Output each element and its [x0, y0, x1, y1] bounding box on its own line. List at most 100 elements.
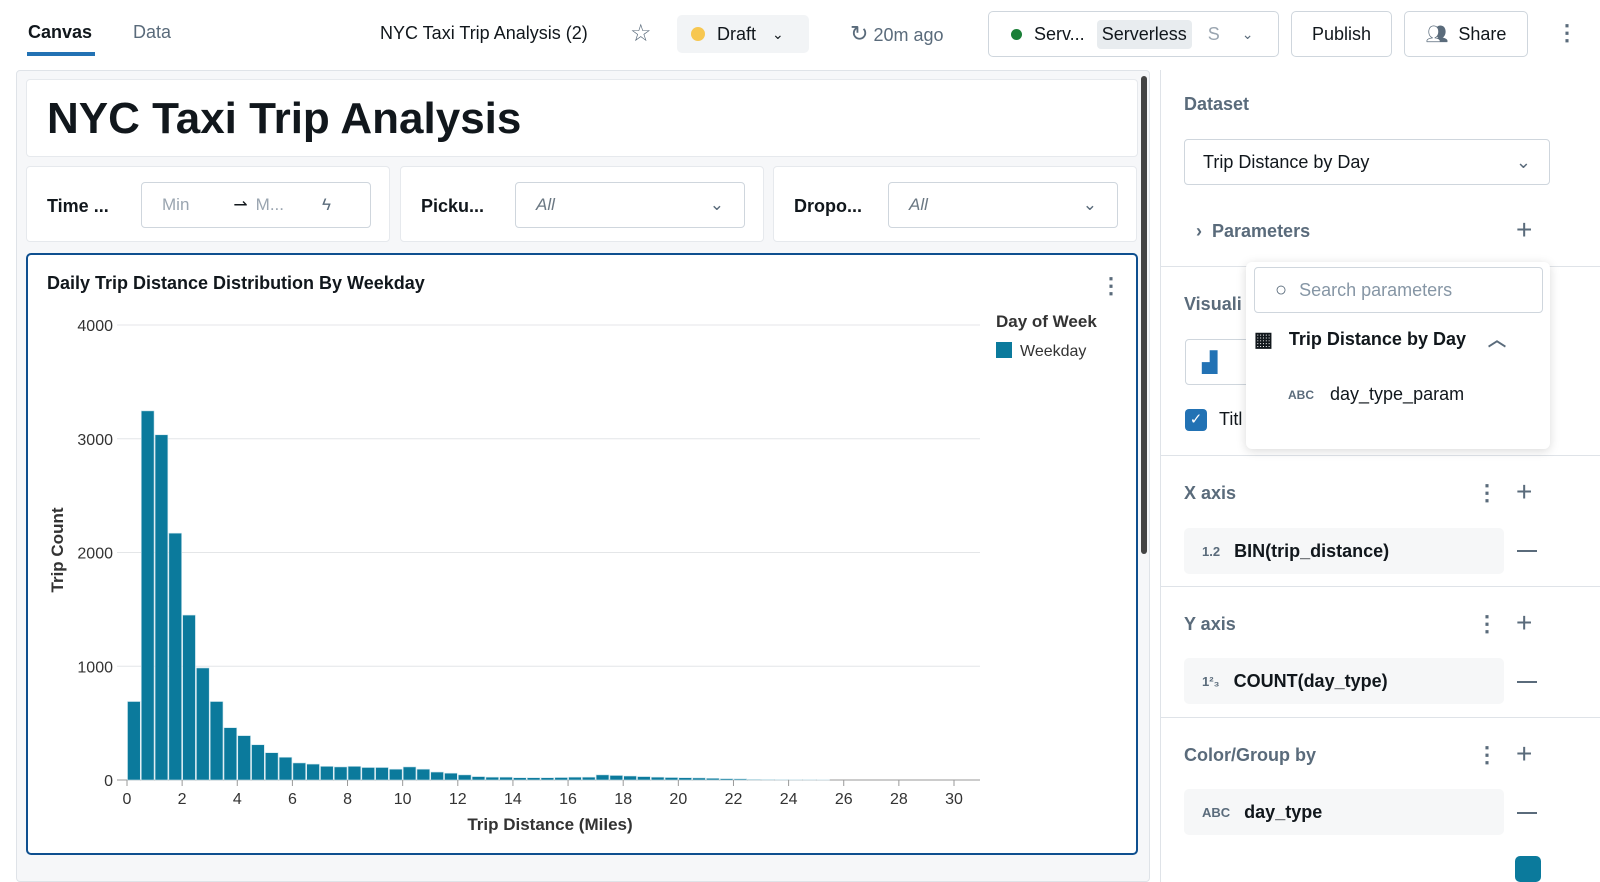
- compute-selector[interactable]: Serv... Serverless S ⌄: [988, 11, 1279, 57]
- histogram-bar[interactable]: [485, 776, 499, 781]
- histogram-bar[interactable]: [499, 776, 513, 781]
- histogram-bar[interactable]: [540, 777, 555, 781]
- dropoff-select[interactable]: All ⌄: [888, 182, 1118, 228]
- divider: [1160, 586, 1600, 587]
- histogram-bar[interactable]: [223, 727, 238, 781]
- add-color-field-icon[interactable]: +: [1516, 738, 1533, 769]
- color-menu-icon[interactable]: ⋮: [1476, 742, 1498, 767]
- remove-field-icon[interactable]: [1517, 812, 1537, 814]
- y-axis-label: Trip Count: [48, 507, 67, 592]
- histogram-bar[interactable]: [637, 776, 651, 781]
- histogram-bar[interactable]: [320, 766, 334, 781]
- histogram-bar[interactable]: [265, 752, 279, 781]
- histogram-bar[interactable]: [706, 777, 720, 781]
- y-axis-menu-icon[interactable]: ⋮: [1476, 611, 1498, 636]
- histogram-bar[interactable]: [457, 774, 472, 781]
- widget-menu-icon[interactable]: ⋮: [1100, 273, 1122, 298]
- more-menu-icon[interactable]: ⋮: [1556, 20, 1578, 45]
- histogram-bar[interactable]: [747, 779, 761, 781]
- canvas-scrollbar[interactable]: [1141, 76, 1147, 554]
- publish-button[interactable]: Publish: [1291, 11, 1392, 57]
- histogram-bar[interactable]: [209, 701, 224, 781]
- tab-canvas[interactable]: Canvas: [28, 22, 93, 42]
- status-dropdown[interactable]: Draft ⌄: [677, 15, 809, 53]
- dataset-name: Trip Distance by Day: [1288, 328, 1466, 349]
- string-type-icon: ABC: [1288, 387, 1314, 402]
- tab-data[interactable]: Data: [133, 22, 172, 42]
- color-field[interactable]: ABC day_type: [1184, 789, 1504, 835]
- histogram-bar[interactable]: [292, 762, 306, 781]
- remove-field-icon[interactable]: [1517, 681, 1537, 683]
- histogram-bar[interactable]: [554, 777, 568, 781]
- dataset-group-header[interactable]: ▦ Trip Distance by Day ︿: [1254, 326, 1506, 352]
- pickup-select[interactable]: All ⌄: [515, 182, 745, 228]
- string-type-icon: ABC: [1202, 804, 1231, 820]
- y-tick-label: 4000: [77, 318, 113, 335]
- refresh-button[interactable]: ↻ 20m ago: [850, 21, 944, 47]
- add-x-field-icon[interactable]: +: [1516, 476, 1533, 507]
- histogram-bar[interactable]: [568, 776, 582, 781]
- x-tick-label: 26: [835, 791, 853, 808]
- y-axis-field[interactable]: 1²₃ COUNT(day_type): [1184, 658, 1504, 704]
- dashboard-title: NYC Taxi Trip Analysis: [47, 94, 522, 143]
- x-axis-menu-icon[interactable]: ⋮: [1476, 480, 1498, 505]
- parameters-toggle[interactable]: › Parameters: [1196, 221, 1310, 242]
- histogram-bar[interactable]: [595, 774, 610, 781]
- histogram-bar[interactable]: [430, 771, 444, 781]
- histogram-bar[interactable]: [444, 772, 458, 781]
- chart-widget[interactable]: Daily Trip Distance Distribution By Week…: [26, 253, 1138, 855]
- add-parameter-icon[interactable]: +: [1516, 214, 1533, 245]
- dashboard-name[interactable]: NYC Taxi Trip Analysis (2): [380, 23, 588, 43]
- parameter-item[interactable]: ABC day_type_param: [1288, 384, 1464, 405]
- histogram-bar[interactable]: [127, 701, 141, 781]
- histogram-bar[interactable]: [719, 778, 734, 781]
- histogram-bar[interactable]: [237, 735, 251, 781]
- histogram-bar[interactable]: [471, 776, 486, 781]
- title-widget[interactable]: NYC Taxi Trip Analysis: [26, 79, 1138, 157]
- histogram-bar[interactable]: [526, 777, 541, 781]
- histogram-bar[interactable]: [168, 532, 182, 781]
- histogram-bar[interactable]: [416, 768, 431, 781]
- histogram-bar[interactable]: [361, 767, 375, 781]
- histogram-bar[interactable]: [664, 777, 679, 781]
- share-button[interactable]: 👥︎ Share: [1404, 11, 1528, 57]
- histogram-bar[interactable]: [306, 763, 320, 781]
- histogram-bar[interactable]: [389, 768, 403, 781]
- chevron-down-icon: ⌄: [772, 25, 784, 42]
- histogram-bar[interactable]: [182, 614, 196, 781]
- histogram-bar[interactable]: [347, 766, 362, 781]
- histogram-bar[interactable]: [278, 756, 293, 781]
- histogram-bar[interactable]: [154, 434, 169, 781]
- filter-dropoff: Dropo... All ⌄: [773, 166, 1137, 242]
- histogram-bar[interactable]: [333, 766, 348, 781]
- histogram-bar[interactable]: [582, 776, 596, 781]
- remove-field-icon[interactable]: [1517, 550, 1537, 552]
- date-range-input[interactable]: Min ⇀ M... ϟ: [141, 182, 371, 228]
- histogram-bar[interactable]: [140, 410, 155, 781]
- color-swatch[interactable]: [1515, 856, 1541, 882]
- histogram-bar[interactable]: [196, 667, 210, 781]
- histogram-bar[interactable]: [609, 775, 624, 781]
- x-axis-field[interactable]: 1.2 BIN(trip_distance): [1184, 528, 1504, 574]
- histogram-bar[interactable]: [251, 744, 265, 781]
- search-parameters-input[interactable]: ○ Search parameters: [1254, 267, 1543, 313]
- histogram-bar[interactable]: [761, 779, 775, 781]
- filter-pickup: Picku... All ⌄: [400, 166, 764, 242]
- color-section-label: Color/Group by: [1184, 745, 1316, 765]
- histogram-bar[interactable]: [678, 777, 692, 781]
- star-icon[interactable]: ☆: [630, 20, 652, 47]
- legend-item[interactable]: Weekday: [1020, 343, 1086, 360]
- histogram-bar[interactable]: [692, 777, 706, 781]
- histogram-bar[interactable]: [650, 776, 665, 781]
- y-tick-label: 1000: [77, 659, 113, 676]
- add-y-field-icon[interactable]: +: [1516, 607, 1533, 638]
- lightning-icon[interactable]: ϟ: [322, 195, 331, 214]
- histogram-bar[interactable]: [733, 778, 748, 781]
- histogram-bar[interactable]: [623, 775, 637, 781]
- draft-dot-icon: [691, 27, 705, 41]
- dataset-select[interactable]: Trip Distance by Day ⌄: [1184, 139, 1550, 185]
- histogram-bar[interactable]: [375, 767, 389, 781]
- histogram-bar[interactable]: [402, 766, 417, 781]
- histogram-bar[interactable]: [513, 777, 527, 781]
- title-checkbox[interactable]: ✓: [1185, 409, 1207, 431]
